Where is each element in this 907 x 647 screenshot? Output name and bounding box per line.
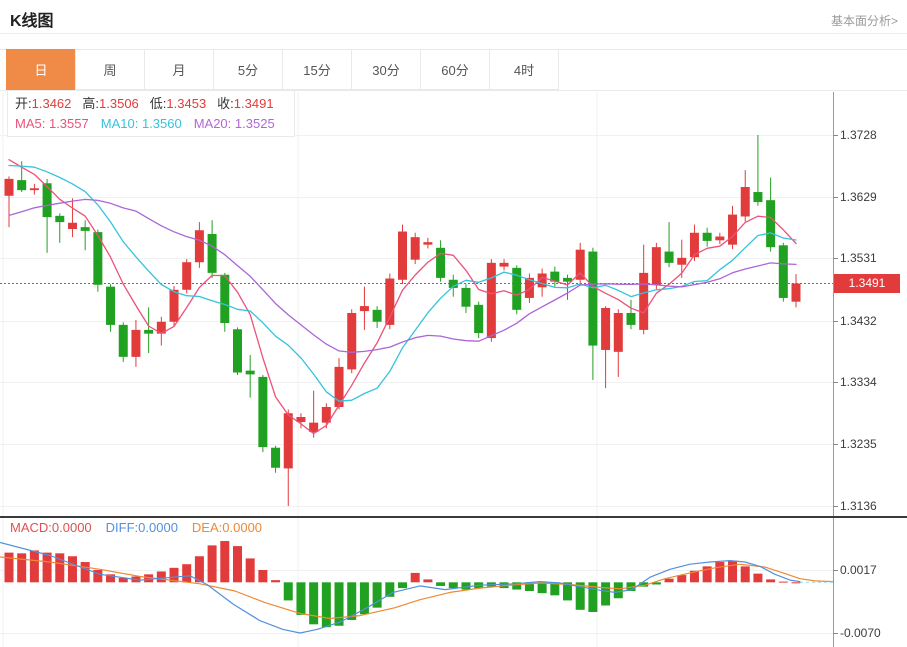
price-axis-label-0-tick [833,135,838,136]
close-label: 收: [217,96,234,111]
ma5-legend: MA5: 1.3557 [15,116,89,131]
price-axis-label-6: 1.3136 [840,499,877,513]
tab-60分[interactable]: 60分 [420,49,490,90]
ma10-legend: MA10: 1.3560 [100,116,182,131]
price-axis-label-4: 1.3334 [840,375,877,389]
macd-legend: MACD:0.0000 DIFF:0.0000 DEA:0.0000 [10,520,262,535]
macd-axis-label-1: -0.0070 [840,626,881,640]
tab-日[interactable]: 日 [6,49,76,90]
price-axis-label-6-tick [833,506,838,507]
price-axis-label-2-tick [833,258,838,259]
price-axis-label-5-tick [833,444,838,445]
dea-value-legend: DEA:0.0000 [191,520,263,535]
ohlc-row: 开:1.3462 高:1.3506 低:1.3453 收:1.3491 [15,94,294,114]
price-axis-label-3: 1.3432 [840,314,877,328]
tab-15分[interactable]: 15分 [282,49,352,90]
ohlc-info-box: 开:1.3462 高:1.3506 低:1.3453 收:1.3491 MA5: 1.… [7,91,295,137]
page-title: K线图 [10,13,54,30]
tab-5分[interactable]: 5分 [213,49,283,90]
high-value: 1.3506 [99,96,139,111]
price-chart [0,92,833,516]
open-value: 1.3462 [31,96,72,111]
price-axis-label-4-tick [833,382,838,383]
tabbar-bottom-border [0,90,907,91]
tab-周[interactable]: 周 [75,49,145,90]
tab-30分[interactable]: 30分 [351,49,421,90]
price-axis-label-1-tick [833,197,838,198]
current-price-badge: 1.3491 [834,274,900,293]
y-axis-line [833,92,834,647]
diff-value-legend: DIFF:0.0000 [105,520,178,535]
high-label: 高: [82,96,100,111]
macd-axis-label-0-tick [833,570,838,571]
price-axis-label-0: 1.3728 [840,128,877,142]
pane-divider [0,516,907,518]
price-axis-label-5: 1.3235 [840,437,877,451]
macd-axis-label-1-tick [833,633,838,634]
price-axis-label-2: 1.3531 [840,251,877,265]
low-value: 1.3453 [166,96,207,111]
tab-月[interactable]: 月 [144,49,214,90]
macd-chart [0,518,834,647]
low-label: 低: [149,96,167,111]
close-value: 1.3491 [233,96,274,111]
ma-row: MA5: 1.3557 MA10: 1.3560 MA20: 1.3525 [15,114,294,134]
macd-axis-label-0: 0.0017 [840,563,877,577]
tab-4时[interactable]: 4时 [489,49,559,90]
price-axis-label-1: 1.3629 [840,190,877,204]
fundamental-analysis-link[interactable]: 基本面分析> [830,14,898,28]
page-header: K线图 基本面分析> [0,0,907,34]
period-tabs: 日周月 5分 15分 30分 60分 4时 [6,49,559,90]
macd-value-legend: MACD:0.0000 [10,520,92,535]
open-label: 开: [15,96,32,111]
ma20-legend: MA20: 1.3525 [193,116,275,131]
price-axis-label-3-tick [833,321,838,322]
